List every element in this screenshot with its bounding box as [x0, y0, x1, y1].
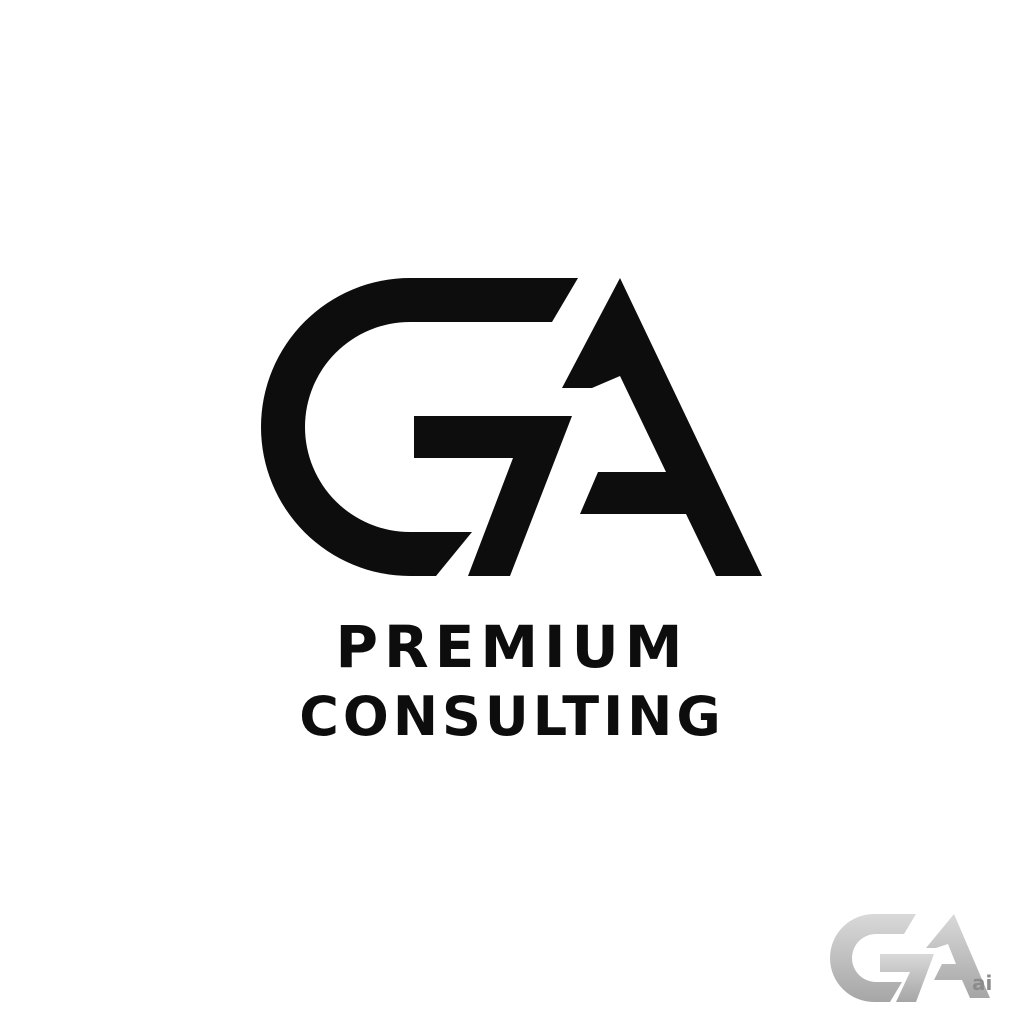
brand-name-consulting: CONSULTING: [299, 685, 725, 748]
watermark-seven-shape: [880, 954, 934, 1002]
g-crossbar-seven-shape: [414, 416, 572, 576]
watermark-ai-label: ai: [972, 971, 992, 995]
watermark-a-shape: [926, 914, 990, 998]
ga-ai-watermark: ai: [830, 914, 992, 1002]
a-letter-shape: [562, 278, 762, 576]
g-letter-shape: [261, 278, 578, 576]
brand-name-premium: PREMIUM: [335, 613, 689, 681]
watermark-g-shape: [830, 914, 916, 1002]
